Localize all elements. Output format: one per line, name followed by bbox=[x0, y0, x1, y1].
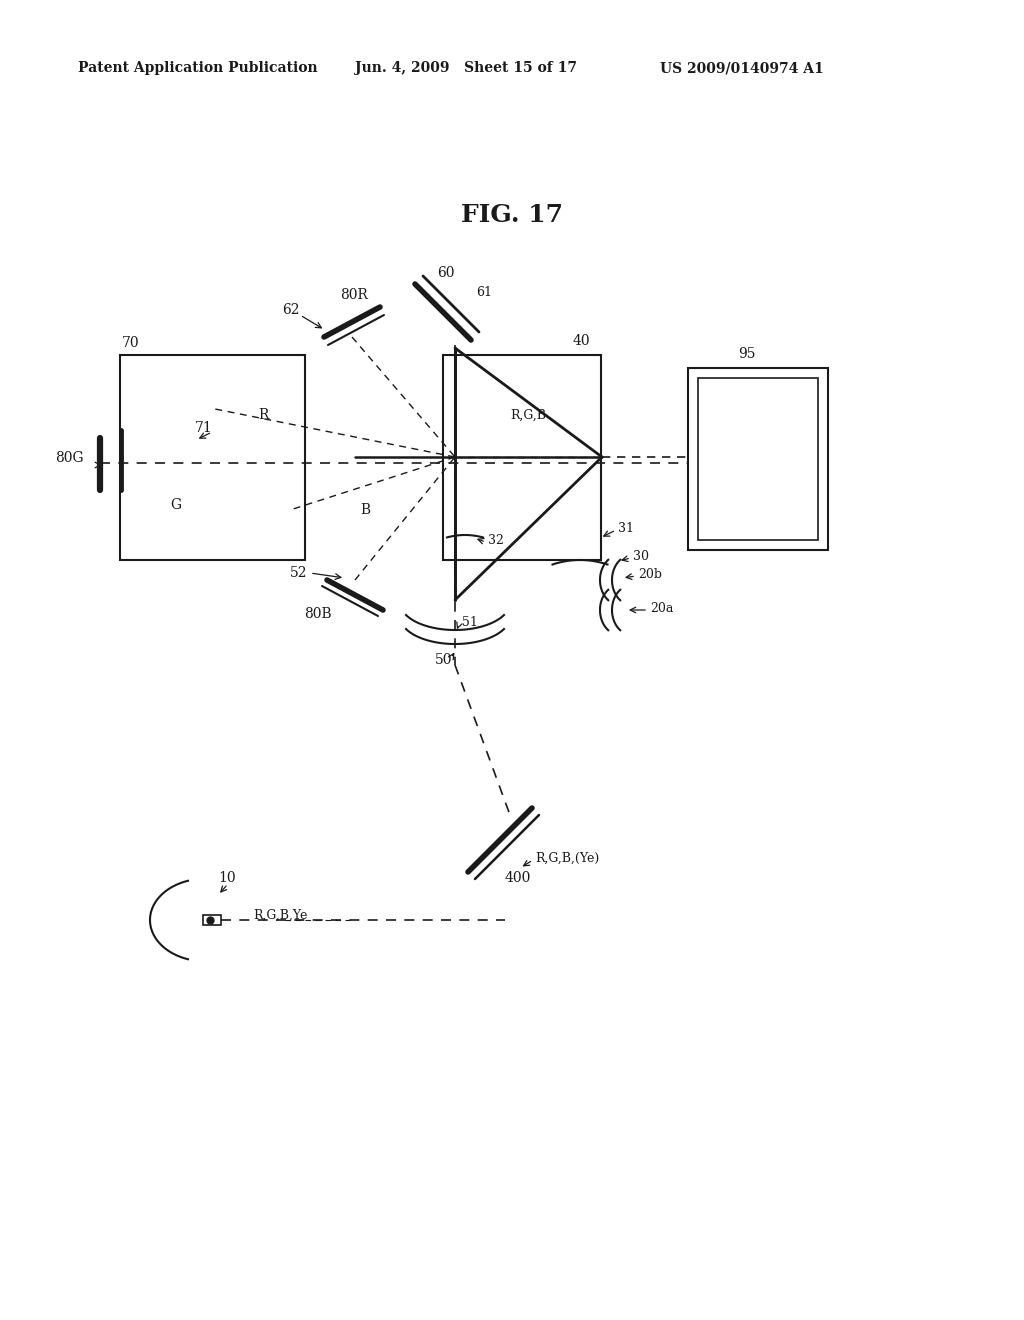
Text: 61: 61 bbox=[476, 285, 492, 298]
Text: 62: 62 bbox=[282, 304, 299, 317]
Text: 51: 51 bbox=[462, 615, 478, 628]
Text: R: R bbox=[258, 408, 268, 422]
Text: R,G,B,(Ye): R,G,B,(Ye) bbox=[535, 851, 599, 865]
Text: 40: 40 bbox=[573, 334, 591, 348]
Text: Patent Application Publication: Patent Application Publication bbox=[78, 61, 317, 75]
Text: 31: 31 bbox=[618, 521, 634, 535]
Text: 60: 60 bbox=[437, 267, 455, 280]
Text: R,G,B,Ye: R,G,B,Ye bbox=[253, 908, 307, 921]
Text: B: B bbox=[360, 503, 370, 517]
Text: US 2009/0140974 A1: US 2009/0140974 A1 bbox=[660, 61, 823, 75]
Text: 50: 50 bbox=[435, 653, 453, 667]
Text: 30: 30 bbox=[633, 549, 649, 562]
Text: FIG. 17: FIG. 17 bbox=[461, 203, 563, 227]
Text: 95: 95 bbox=[738, 347, 756, 360]
Text: 80G: 80G bbox=[55, 451, 84, 465]
Text: 10: 10 bbox=[218, 871, 236, 884]
Text: 70: 70 bbox=[122, 337, 139, 350]
Text: 71: 71 bbox=[195, 421, 213, 436]
Text: 32: 32 bbox=[488, 533, 504, 546]
Bar bbox=[688, 368, 828, 550]
Text: R,G,B: R,G,B bbox=[510, 408, 546, 421]
Text: Jun. 4, 2009   Sheet 15 of 17: Jun. 4, 2009 Sheet 15 of 17 bbox=[355, 61, 577, 75]
Bar bbox=[698, 378, 818, 540]
Bar bbox=[203, 915, 221, 925]
Text: 20a: 20a bbox=[650, 602, 674, 615]
Text: 20b: 20b bbox=[638, 568, 662, 581]
Text: G: G bbox=[170, 498, 181, 512]
Text: 400: 400 bbox=[505, 871, 531, 884]
Bar bbox=[443, 355, 601, 560]
Text: 52: 52 bbox=[290, 566, 307, 579]
Text: 80B: 80B bbox=[304, 607, 332, 620]
Text: 80R: 80R bbox=[340, 288, 368, 302]
Bar bbox=[120, 355, 305, 560]
